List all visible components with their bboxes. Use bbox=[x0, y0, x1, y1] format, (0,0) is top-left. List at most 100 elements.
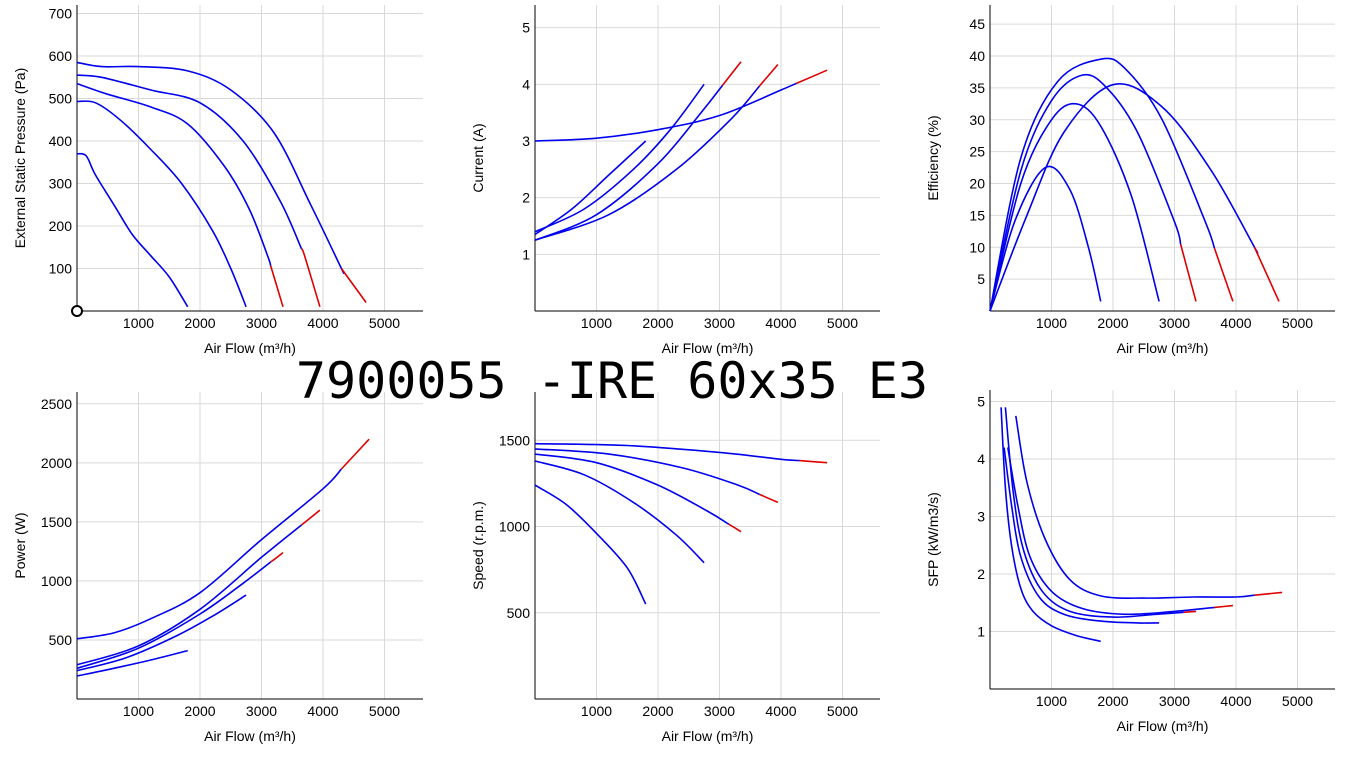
series-curve-5 bbox=[76, 61, 345, 274]
y-tick-label: 500 bbox=[49, 632, 73, 648]
y-tick-label: 200 bbox=[49, 218, 73, 234]
series-curve-4-limit-segment bbox=[300, 509, 321, 526]
y-tick-label: 5 bbox=[977, 271, 985, 287]
series-curve-1 bbox=[989, 165, 1102, 312]
series-curve-5-limit-segment bbox=[340, 438, 370, 470]
series-curve-4-limit-segment bbox=[759, 493, 779, 504]
series-curve-4-limit-segment bbox=[300, 248, 321, 308]
y-tick-label: 3 bbox=[977, 509, 985, 525]
series-curve-3-limit-segment bbox=[728, 523, 742, 533]
chart-power: 1000 2000 3000 4000 5000 500 1000 1500 2000 2500 A… bbox=[12, 392, 423, 744]
x-tick-label: 1000 bbox=[581, 315, 612, 331]
x-tick-label: 3000 bbox=[1159, 693, 1190, 709]
chart-pressure: 1000 2000 3000 4000 5000 100 200 300 400 500 600 70… bbox=[12, 5, 423, 356]
x-tick-label: 5000 bbox=[1282, 693, 1313, 709]
y-tick-label: 4 bbox=[977, 451, 985, 467]
y-tick-label: 1 bbox=[977, 624, 985, 640]
series-curve-5 bbox=[76, 468, 343, 640]
series-curve-4 bbox=[1007, 447, 1215, 616]
y-axis-label: Speed (r.p.m.) bbox=[470, 501, 486, 590]
x-tick-label: 3000 bbox=[1159, 315, 1190, 331]
x-tick-label: 4000 bbox=[1220, 693, 1251, 709]
y-tick-label: 1000 bbox=[41, 573, 72, 589]
origin-marker[interactable] bbox=[71, 305, 83, 317]
x-tick-label: 3000 bbox=[246, 703, 277, 719]
y-tick-label: 15 bbox=[969, 207, 985, 223]
y-tick-label: 500 bbox=[507, 605, 531, 621]
y-tick-label: 40 bbox=[969, 48, 985, 64]
series-curve-3-limit-segment bbox=[1183, 610, 1197, 614]
y-tick-label: 2 bbox=[977, 566, 985, 582]
y-tick-label: 30 bbox=[969, 112, 985, 128]
series-curve-4 bbox=[534, 448, 760, 496]
chart-sfp: 1000 2000 3000 4000 5000 1 2 3 4 5 Air Flow (m³/h)… bbox=[925, 390, 1335, 734]
y-tick-label: 300 bbox=[49, 176, 73, 192]
x-tick-label: 3000 bbox=[704, 703, 735, 719]
x-tick-label: 2000 bbox=[642, 703, 673, 719]
series-curve-1 bbox=[1000, 407, 1101, 643]
x-tick-label: 5000 bbox=[1282, 315, 1313, 331]
y-tick-label: 1000 bbox=[499, 519, 530, 535]
x-tick-label: 4000 bbox=[307, 703, 338, 719]
y-tick-label: 500 bbox=[49, 91, 73, 107]
y-tick-label: 10 bbox=[969, 239, 985, 255]
x-axis-label: Air Flow (m³/h) bbox=[1117, 340, 1209, 356]
x-tick-label: 5000 bbox=[827, 315, 858, 331]
series-curve-3 bbox=[534, 84, 724, 241]
series-curve-4 bbox=[76, 74, 303, 250]
series-curve-3 bbox=[76, 561, 272, 670]
y-tick-label: 1 bbox=[522, 246, 530, 262]
chart-current: 1000 2000 3000 4000 5000 1 2 3 4 5 Air Flow (m³/h)… bbox=[470, 5, 880, 356]
x-axis-label: Air Flow (m³/h) bbox=[1117, 718, 1209, 734]
y-tick-label: 400 bbox=[49, 133, 73, 149]
y-tick-label: 45 bbox=[969, 16, 985, 32]
x-tick-label: 1000 bbox=[1036, 315, 1067, 331]
series-curve-3 bbox=[1004, 407, 1184, 618]
series-curve-4-limit-segment bbox=[758, 63, 779, 87]
x-tick-label: 4000 bbox=[765, 703, 796, 719]
x-axis-label: Air Flow (m³/h) bbox=[662, 728, 754, 744]
series-curve-4 bbox=[76, 524, 303, 666]
series-curve-5-limit-segment bbox=[796, 69, 828, 85]
x-tick-label: 4000 bbox=[307, 315, 338, 331]
series-curve-4-limit-segment bbox=[1213, 248, 1234, 302]
x-axis-label: Air Flow (m³/h) bbox=[204, 340, 296, 356]
x-tick-label: 4000 bbox=[1220, 315, 1251, 331]
series-curve-2 bbox=[76, 594, 247, 672]
x-tick-label: 3000 bbox=[246, 315, 277, 331]
y-axis-label: Power (W) bbox=[12, 512, 28, 578]
series-curve-4-limit-segment bbox=[1214, 604, 1233, 609]
series-curve-3 bbox=[76, 82, 272, 267]
series-curve-2 bbox=[989, 102, 1160, 312]
series-curve-1 bbox=[76, 649, 188, 677]
x-tick-label: 3000 bbox=[704, 315, 735, 331]
series-curve-3-limit-segment bbox=[269, 265, 284, 308]
x-tick-label: 2000 bbox=[184, 703, 215, 719]
series-curve-5-limit-segment bbox=[340, 268, 367, 303]
x-tick-label: 2000 bbox=[1097, 315, 1128, 331]
series-curve-3 bbox=[534, 453, 730, 525]
series-curve-3-limit-segment bbox=[721, 61, 742, 86]
series-curve-3 bbox=[989, 73, 1182, 312]
series-curve-2 bbox=[534, 460, 705, 564]
series-curve-3-limit-segment bbox=[270, 551, 284, 563]
series-curve-1 bbox=[534, 484, 647, 605]
series-curve-5 bbox=[534, 82, 797, 142]
series-curve-1 bbox=[76, 152, 189, 308]
y-tick-label: 2500 bbox=[41, 396, 72, 412]
y-axis-label: Efficiency (%) bbox=[925, 115, 941, 200]
series-curve-3-limit-segment bbox=[1179, 244, 1197, 302]
y-tick-label: 600 bbox=[49, 48, 73, 64]
x-tick-label: 1000 bbox=[123, 315, 154, 331]
y-axis-label: External Static Pressure (Pa) bbox=[12, 68, 28, 249]
y-tick-label: 4 bbox=[522, 76, 530, 92]
y-tick-label: 100 bbox=[49, 261, 73, 277]
x-tick-label: 2000 bbox=[184, 315, 215, 331]
y-tick-label: 2000 bbox=[41, 455, 72, 471]
series-curve-1 bbox=[534, 140, 647, 236]
series-curve-5-limit-segment bbox=[1254, 591, 1283, 596]
series-curve-5 bbox=[1015, 415, 1255, 599]
chart-title: 7900055 -IRE 60x35 E3 bbox=[296, 352, 928, 410]
x-axis-label: Air Flow (m³/h) bbox=[662, 340, 754, 356]
